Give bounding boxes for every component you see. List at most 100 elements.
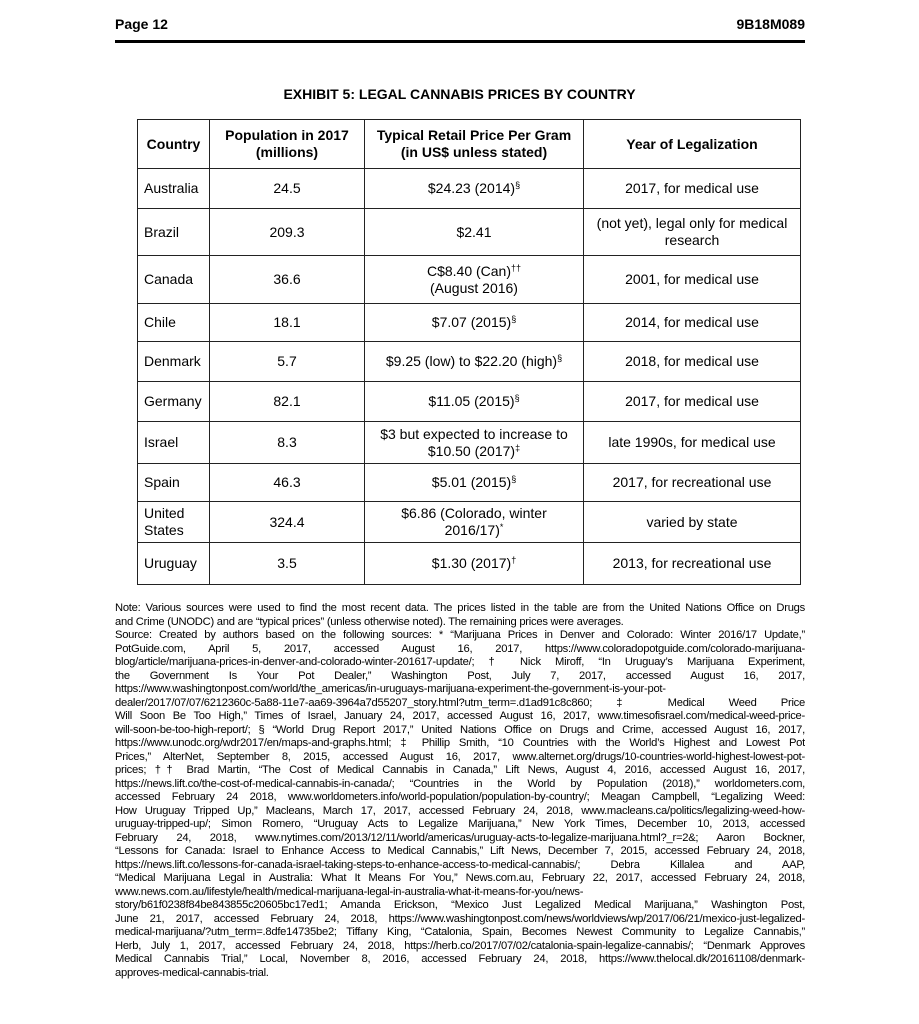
note-line: Source: Created by authors based on the … [115,629,805,641]
price-value: $7.07 (2015) [431,314,512,330]
cell-price: $1.30 (2017)† [364,542,584,585]
cell-country: Denmark [137,341,210,382]
header-price: Typical Retail Price Per Gram (in US$ un… [364,119,584,169]
note-line: https://news.lift.co/the-cost-of-medical… [115,777,805,790]
note-line: approves-medical-cannabis-trial. [115,966,269,979]
table-row: Denmark 5.7 $9.25 (low) to $22.20 (high)… [137,341,801,382]
cell-year: 2018, for medical use [583,341,801,382]
table-row: Israel 8.3 $3 but expected to increase t… [137,421,801,464]
note-line: “Lessons for Canada: Israel to Enhance A… [115,845,805,857]
cell-country: Germany [137,381,210,422]
note-line: dealer/2017/07/07/6212360c-5a88-11e7-aa6… [115,696,805,709]
price-value: $3 but expected to increase to $10.50 (2… [380,425,568,459]
price-value: $9.25 (low) to $22.20 (high) [385,353,558,369]
note-line: accessed February 24 2018, www.worldomet… [115,791,805,803]
note-line: and Crime (UNODC) and are “typical price… [115,615,624,628]
case-code: 9B18M089 [736,16,806,32]
cell-year: late 1990s, for medical use [583,421,801,464]
table-row: Spain 46.3 $5.01 (2015)§ 2017, for recre… [137,463,801,502]
header-year: Year of Legalization [583,119,801,169]
note-line: story/b61f0238f84be843855c20605bc17ed1; … [115,899,805,911]
note-line: June 21, 2017, accessed February 24, 201… [115,912,805,925]
cell-population: 46.3 [209,463,365,502]
note-line: Medical Cannabis Trial,” Local, November… [115,953,805,965]
price-footnote: ‡ [515,442,521,453]
note-line: Prices,” AlterNet, September 8, 2015, ac… [115,750,805,763]
cell-population: 5.7 [209,341,365,382]
table-row: Chile 18.1 $7.07 (2015)§ 2014, for medic… [137,303,801,342]
price-value: $5.01 (2015) [431,474,512,490]
cell-price: C$8.40 (Can)†† (August 2016) [364,255,584,304]
prices-table: Country Population in 2017 (millions) Ty… [137,119,801,585]
note-line: Note: Various sources were used to find … [115,602,805,614]
cell-year: (not yet), legal only for medical resear… [583,208,801,256]
cell-year: 2017, for medical use [583,381,801,422]
cell-price: $9.25 (low) to $22.20 (high)§ [364,341,584,382]
note-line: https://www.unodc.org/wdr2017/en/maps-an… [115,737,805,749]
price-footnote: § [514,393,520,403]
price-value: $24.23 (2014) [427,180,516,196]
table-row: Uruguay 3.5 $1.30 (2017)† 2013, for recr… [137,542,801,585]
price-footnote: § [515,180,521,190]
page-header: Page 12 9B18M089 [115,10,805,43]
header-population: Population in 2017 (millions) [209,119,365,169]
price-value: $1.30 (2017) [431,555,512,571]
cell-price: $2.41 [364,208,584,256]
cell-country: Israel [137,421,210,464]
cell-year: 2017, for medical use [583,168,801,209]
table-row: Canada 36.6 C$8.40 (Can)†† (August 2016) … [137,255,801,304]
cell-year: 2014, for medical use [583,303,801,342]
price-footnote: † [511,555,517,565]
table-row: United States 324.4 $6.86 (Colorado, win… [137,501,801,543]
price-value: $2.41 [456,223,492,240]
cell-population: 8.3 [209,421,365,464]
price-value: C$8.40 (Can) [426,262,512,279]
price-footnote: § [511,474,517,484]
header-country: Country [137,119,210,169]
table-row: Germany 82.1 $11.05 (2015)§ 2017, for me… [137,381,801,422]
cell-population: 3.5 [209,542,365,585]
price-footnote: * [499,522,504,532]
price-value: $11.05 (2015) [428,393,515,409]
note-line: “Medical Marijuana Legal in Australia: W… [115,872,805,884]
note-line: www.news.com.au/lifestyle/health/medical… [115,885,584,898]
cell-year: 2013, for recreational use [583,542,801,585]
note-line: blog/article/marijuana-prices-in-denver-… [115,656,805,668]
cell-country: Brazil [137,208,210,256]
cell-price: $11.05 (2015)§ [364,381,584,422]
price-footnote: § [557,353,563,363]
cell-country: Spain [137,463,210,502]
note-line: will-soon-be-too-high-report/; § “World … [115,723,805,736]
note-line: How Uruguay Tripped Up,” Macleans, March… [115,804,805,817]
table-header-row: Country Population in 2017 (millions) Ty… [137,119,801,169]
cell-population: 24.5 [209,168,365,209]
cell-price: $3 but expected to increase to $10.50 (2… [364,421,584,464]
cell-population: 209.3 [209,208,365,256]
table-row: Brazil 209.3 $2.41 (not yet), legal only… [137,208,801,256]
note-line: https://news.lift.co/lessons-for-canada-… [115,858,805,871]
cell-year: 2017, for recreational use [583,463,801,502]
cell-population: 324.4 [209,501,365,543]
note-line: uruguay-tripped-up/; Simon Romero, “Urug… [115,818,805,830]
cell-price: $6.86 (Colorado, winter 2016/17)* [364,501,584,543]
cell-country: Canada [137,255,210,304]
cell-price: $24.23 (2014)§ [364,168,584,209]
cell-country: Australia [137,168,210,209]
notes-and-sources: Note: Various sources were used to find … [115,602,805,980]
price-date: (August 2016) [430,279,518,296]
note-line: Will Soon Be Too High,” Times of Israel,… [115,710,805,722]
note-line: February 24, 2018, www.nytimes.com/2013/… [115,831,805,844]
price-footnote: § [511,314,517,324]
cell-population: 82.1 [209,381,365,422]
exhibit-title: EXHIBIT 5: LEGAL CANNABIS PRICES BY COUN… [283,86,636,102]
page-number: Page 12 [115,16,168,32]
cell-country: United States [137,501,210,543]
table-row: Australia 24.5 $24.23 (2014)§ 2017, for … [137,168,801,209]
note-line: PotGuide.com, April 5, 2017, accessed Au… [115,642,805,655]
cell-year: varied by state [583,501,801,543]
price-footnote: †† [511,262,522,273]
note-line: the Government Is Your Pot Dealer,” Wash… [115,669,805,682]
cell-year: 2001, for medical use [583,255,801,304]
cell-price: $7.07 (2015)§ [364,303,584,342]
price-value: $6.86 (Colorado, winter 2016/17) [401,505,547,538]
